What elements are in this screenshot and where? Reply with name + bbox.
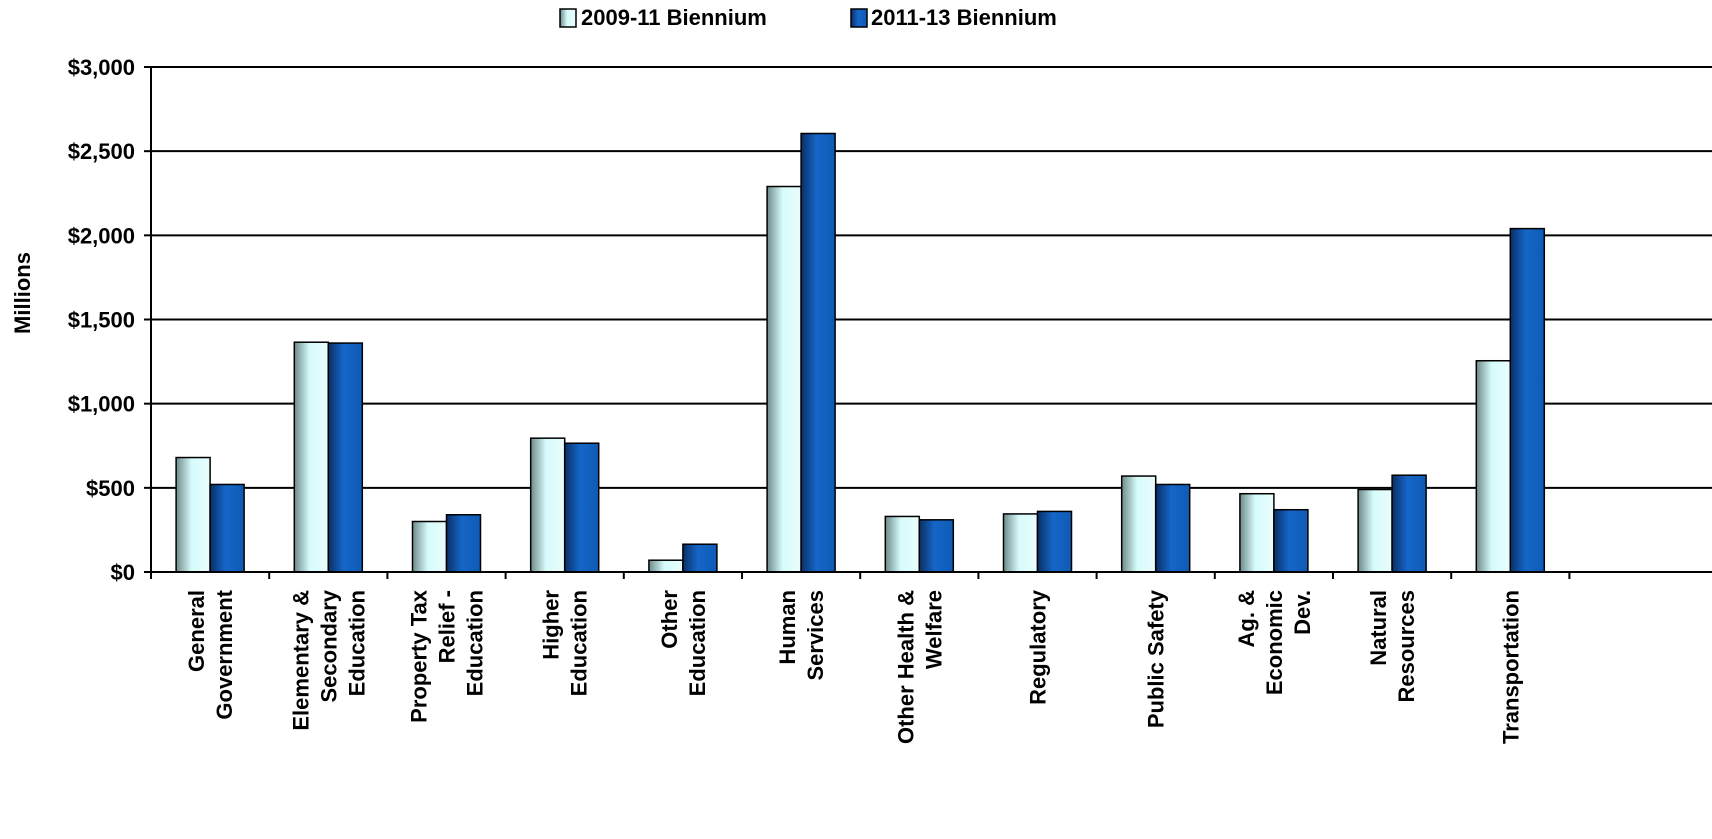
x-tick-label: Ag. & Economic Dev. [1234, 590, 1315, 695]
x-tick-label: Other Education [657, 590, 710, 697]
y-axis-ticks: $0 $500 $1,000 $1,500 $2,000 $2,500 $3,000 [68, 55, 151, 585]
x-tick-label-line: Higher [539, 590, 564, 660]
x-tick-label-line: Secondary [316, 589, 341, 702]
bar-2009-11 [884, 515, 921, 573]
legend-swatch-2009-11 [559, 8, 577, 28]
grid-lines [151, 66, 1712, 489]
bar-2011-13 [1509, 227, 1546, 573]
legend-swatch-2011-13 [850, 8, 868, 28]
x-tick-label-line: Other Health & [893, 590, 918, 744]
x-tick-label-line: Ag. & [1234, 590, 1259, 648]
x-tick-label-line: Welfare [921, 590, 946, 669]
x-tick-label-line: Education [567, 590, 592, 696]
x-tick-label-line: Government [212, 589, 237, 719]
x-tick-label: Higher Education [539, 590, 592, 697]
bar-2009-11 [1239, 492, 1275, 573]
x-tick-label-line: Education [463, 590, 488, 696]
x-tick-label-line: General [184, 590, 209, 672]
x-tick-label-line: Education [344, 590, 369, 696]
y-tick-label: $0 [111, 560, 135, 585]
legend-label-2011-13: 2011-13 Biennium [871, 5, 1057, 30]
bar-2011-13 [1391, 474, 1427, 573]
y-tick-label: $1,000 [68, 392, 135, 417]
x-tick-label-line: Services [803, 590, 828, 681]
bar-2011-13 [1273, 508, 1309, 573]
y-tick-label: $3,000 [68, 55, 135, 80]
x-tick-label-line: Dev. [1290, 590, 1315, 635]
x-tick-label: Natural Resources [1366, 590, 1419, 703]
x-tick-label-line: Education [685, 590, 710, 696]
x-tick-label: Public Safety [1144, 589, 1169, 728]
x-tick-label-line: Relief - [435, 590, 460, 663]
bar-2009-11 [766, 185, 802, 573]
bar-2011-13 [800, 132, 836, 573]
x-tick-label: Other Health & Welfare [893, 590, 946, 744]
x-tick-label-line: Regulatory [1026, 589, 1051, 705]
bar-2009-11 [293, 341, 330, 573]
bar-2009-11 [175, 456, 211, 573]
y-tick-label: $2,000 [68, 223, 135, 248]
x-tick-label: Transportation [1498, 590, 1523, 744]
x-tick-label-line: Resources [1394, 590, 1419, 703]
bar-2011-13 [1154, 483, 1191, 573]
x-tick-label-line: Economic [1262, 590, 1287, 695]
y-tick-label: $500 [86, 476, 135, 501]
bar-2009-11 [1475, 359, 1512, 573]
x-tick-label-line: Human [775, 590, 800, 665]
bar-2009-11 [529, 437, 566, 573]
bar-2011-13 [682, 543, 718, 573]
bars [175, 132, 1546, 573]
y-tick-label: $1,500 [68, 308, 135, 333]
bar-2009-11 [648, 559, 684, 573]
bar-2011-13 [209, 483, 245, 573]
x-tick-label: Elementary & Secondary Education [288, 589, 369, 730]
x-tick-label: General Government [184, 589, 237, 719]
x-tick-label: Regulatory [1026, 589, 1051, 705]
x-tick-label-line: Other [657, 590, 682, 649]
x-tick-label-line: Elementary & [288, 590, 313, 731]
y-axis-label: Millions [10, 252, 35, 334]
bar-2011-13 [563, 442, 600, 573]
x-tick-label-line: Natural [1366, 590, 1391, 666]
bar-2009-11 [411, 520, 448, 573]
y-tick-label: $2,500 [68, 139, 135, 164]
axes [150, 66, 1712, 579]
legend: 2009-11 Biennium 2011-13 Biennium [559, 5, 1057, 30]
x-tick-label-line: Property Tax [407, 589, 432, 723]
x-tick-label: Property Tax Relief - Education [407, 589, 488, 723]
bar-2011-13 [918, 519, 955, 573]
bar-2009-11 [1120, 475, 1157, 573]
x-tick-label-line: Transportation [1498, 590, 1523, 744]
x-axis-labels: General Government Elementary & Secondary Ed… [184, 589, 1523, 744]
bar-2009-11 [1002, 513, 1039, 573]
x-tick-label: Human Services [775, 590, 828, 681]
bar-2011-13 [1036, 510, 1073, 573]
bar-2011-13 [327, 342, 364, 573]
x-tick-label-line: Public Safety [1144, 589, 1169, 728]
bar-2009-11 [1357, 488, 1393, 573]
bar-2011-13 [445, 514, 482, 573]
legend-label-2009-11: 2009-11 Biennium [581, 5, 767, 30]
